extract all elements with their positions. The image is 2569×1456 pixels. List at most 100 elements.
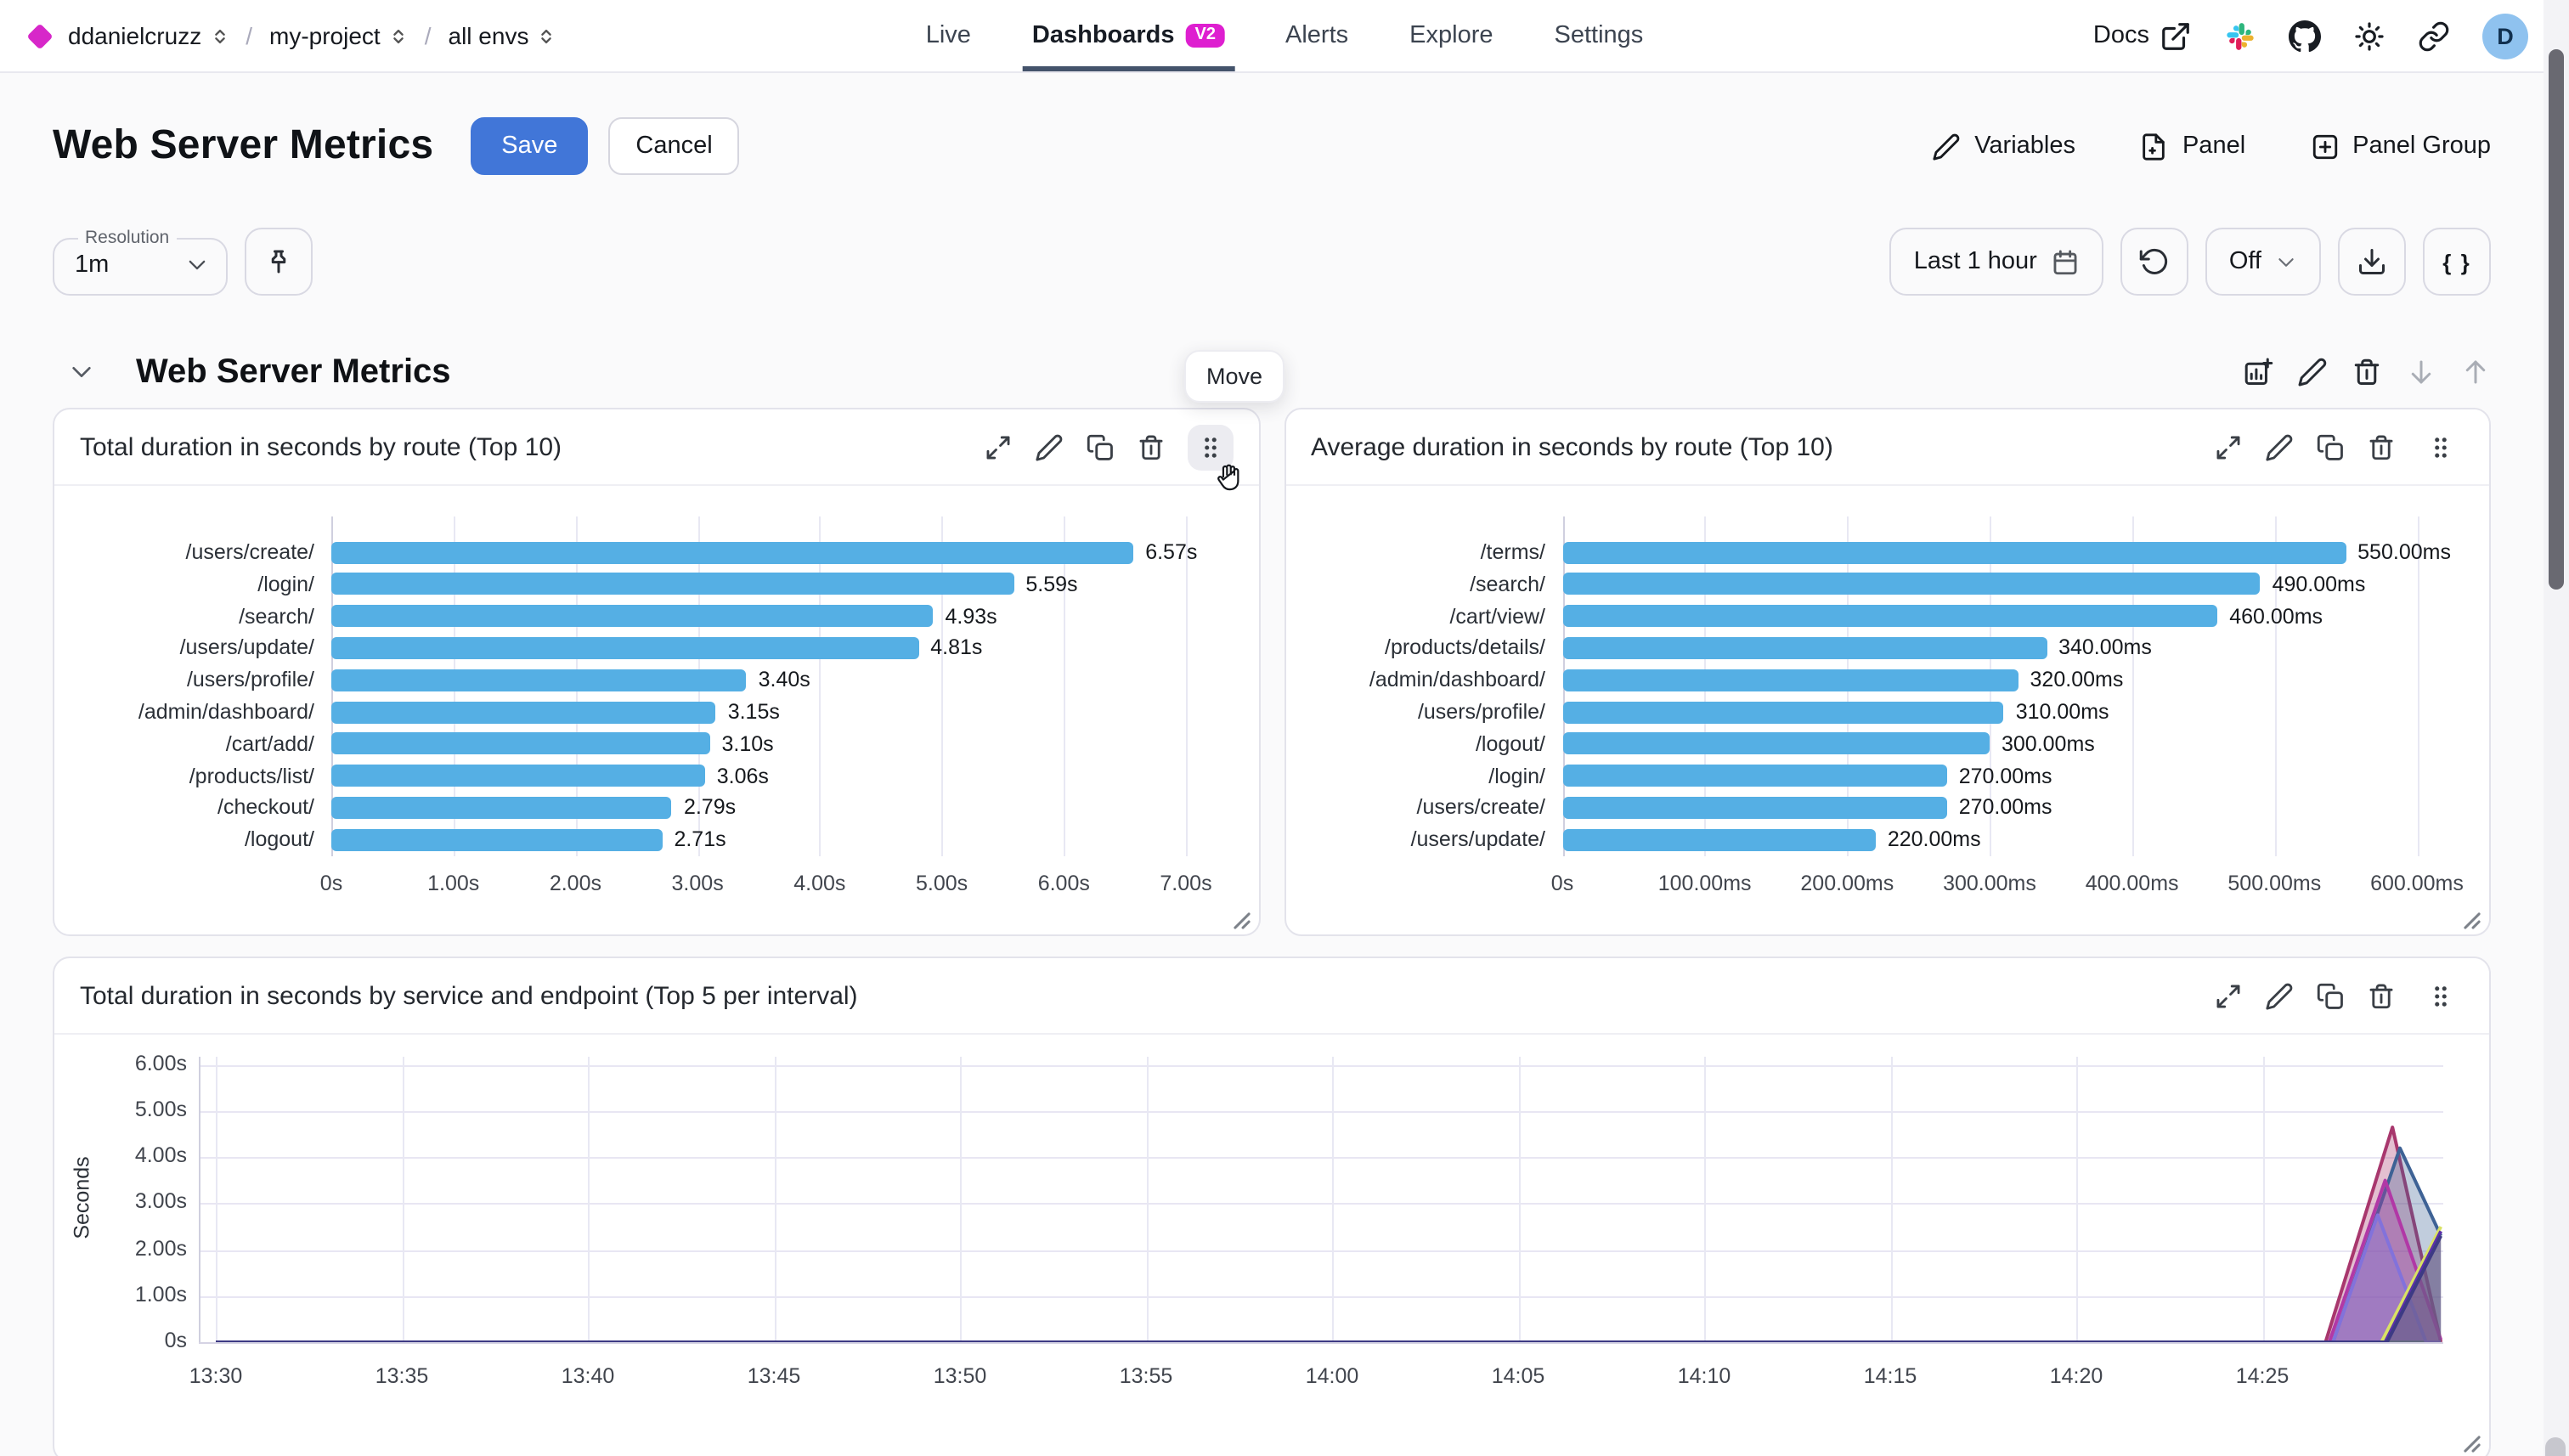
download-button[interactable] [2338,228,2406,296]
delete-icon[interactable] [2352,357,2382,387]
variables-button[interactable]: Variables [1932,132,2075,161]
selector-updown-icon [210,26,229,45]
bar[interactable] [331,636,919,659]
action-label: Panel Group [2352,133,2491,160]
refresh-button[interactable] [2120,228,2188,296]
drag-handle[interactable] [2418,973,2464,1019]
expand-button[interactable] [2214,981,2243,1010]
panel-group-title: Web Server Metrics [136,353,451,390]
edit-icon[interactable] [2297,357,2328,387]
bar-value-label: 4.81s [930,635,983,660]
bar[interactable] [1562,669,2019,691]
sun-icon[interactable] [2353,20,2386,52]
bar[interactable] [331,732,710,755]
chart-area: 0s 100.00ms 200.00ms 300.00ms 400.00ms 500.00… [1285,486,2489,936]
gridline [941,516,944,856]
tab-alerts[interactable]: Alerts [1285,0,1348,71]
gridline [1518,1057,1520,1342]
cancel-button[interactable]: Cancel [608,117,740,175]
add-chart-icon[interactable] [2243,357,2273,387]
nav-right: Docs D [2093,13,2528,59]
bar[interactable] [1562,828,1876,851]
expand-button[interactable] [983,432,1012,461]
docs-link[interactable]: Docs [2093,20,2192,52]
edit-button[interactable] [2265,432,2294,461]
query-json-button[interactable]: { } [2423,228,2491,296]
user-avatar[interactable]: D [2482,13,2528,59]
arrow-down-icon[interactable] [2406,357,2436,387]
panel-header: Total duration in seconds by service and… [54,958,2489,1035]
tab-explore[interactable]: Explore [1409,0,1493,71]
x-tick-label: 6.00s [1037,872,1090,895]
arrow-up-icon[interactable] [2460,357,2491,387]
external-link-icon [2160,20,2192,52]
edit-button[interactable] [2265,981,2294,1010]
breadcrumb-item[interactable]: my-project [269,22,408,49]
category-label: /logout/ [1475,731,1545,756]
collapse-chevron-icon[interactable] [68,358,95,386]
selector-updown-icon [537,26,556,45]
bar[interactable] [1562,701,2004,723]
x-tick-label: 13:35 [375,1364,429,1388]
x-tick-label: 13:30 [189,1364,243,1388]
drag-handle[interactable] [2418,424,2464,470]
toolbar-right: Last 1 hour Off { } [1889,228,2491,296]
bar[interactable] [1562,732,1990,755]
bar[interactable] [331,828,663,851]
breadcrumb-separator: / [424,22,432,49]
page-scrollbar-thumb[interactable] [2549,49,2564,590]
resolution-select[interactable]: Resolution 1m [53,228,228,296]
bar[interactable] [1562,765,1947,787]
link-icon[interactable] [2418,20,2450,52]
panel-button[interactable]: Panel [2140,132,2245,161]
bar[interactable] [1562,605,2218,628]
bar[interactable] [331,605,934,628]
duplicate-button[interactable] [1085,432,1114,461]
bar-value-label: 4.93s [945,604,997,629]
bar[interactable] [1562,796,1947,819]
bar[interactable] [331,701,716,723]
breadcrumb-item[interactable]: all envs [449,22,556,49]
bar-value-label: 3.06s [716,764,769,788]
resize-handle-icon[interactable] [2464,1436,2481,1453]
tab-dashboards[interactable]: Dashboards V2 [1021,0,1235,71]
tab-label: Dashboards [1031,22,1175,49]
bar[interactable] [331,765,705,787]
bar[interactable] [1562,636,2047,659]
x-tick-label: 13:45 [747,1364,801,1388]
category-label: /search/ [1470,572,1545,596]
gridline [199,1064,2443,1067]
drag-handle[interactable] [1187,424,1239,490]
pin-button[interactable] [245,228,313,296]
bar[interactable] [331,541,1134,563]
series-area [216,1215,2442,1342]
expand-button[interactable] [2214,432,2243,461]
duplicate-button[interactable] [2316,981,2345,1010]
breadcrumb-item[interactable]: ddanielcruzz [68,22,229,49]
github-icon[interactable] [2289,20,2321,52]
duplicate-button[interactable] [2316,432,2345,461]
bar[interactable] [1562,541,2346,563]
bar[interactable] [331,669,747,691]
resize-handle-icon[interactable] [1233,912,1250,929]
inner-scrollbar-thumb[interactable] [2545,1437,2566,1456]
bar[interactable] [331,573,1014,595]
save-button[interactable]: Save [471,117,589,175]
delete-button[interactable] [1136,432,1165,461]
bar[interactable] [331,796,672,819]
time-range-button[interactable]: Last 1 hour [1889,228,2103,296]
tab-settings[interactable]: Settings [1555,0,1644,71]
delete-button[interactable] [2367,981,2396,1010]
edit-button[interactable] [1034,432,1063,461]
tab-live[interactable]: Live [926,0,971,71]
gridline [2076,1057,2078,1342]
resize-handle-icon[interactable] [2464,912,2481,929]
drag-handle-icon [1195,432,1224,461]
category-label: /logout/ [244,827,314,852]
slack-icon[interactable] [2224,20,2256,52]
delete-button[interactable] [2367,432,2396,461]
panel-group-button[interactable]: Panel Group [2310,132,2491,161]
bar[interactable] [1562,573,2261,595]
auto-refresh-select[interactable]: Off [2205,228,2321,296]
